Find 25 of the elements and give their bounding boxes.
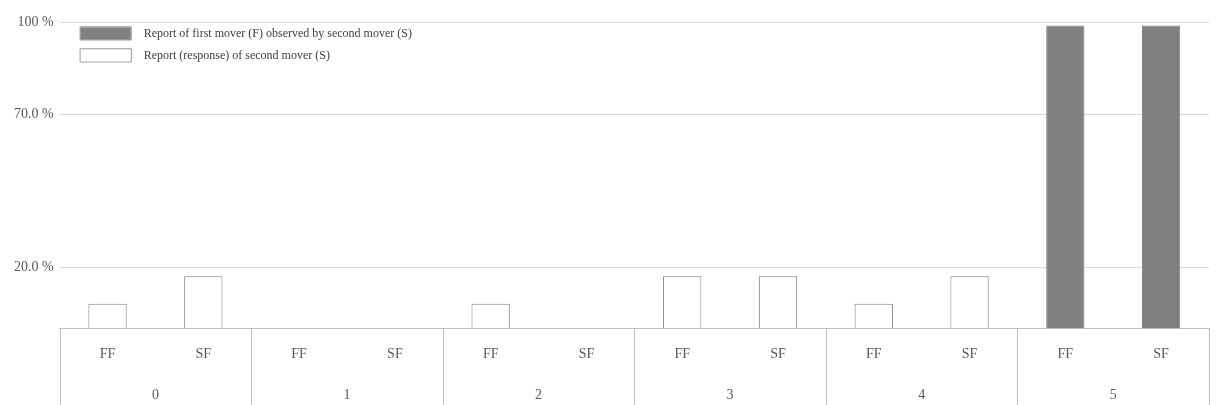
x-tick-label: FF bbox=[1057, 346, 1074, 362]
legend-label: Report of first mover (F) observed by second mover (S) bbox=[143, 25, 412, 40]
text: 5 bbox=[1109, 386, 1117, 402]
text: 4 bbox=[918, 386, 926, 402]
y-tick-label: 100 % bbox=[17, 14, 54, 30]
bar bbox=[1046, 25, 1085, 329]
x-tick-label: SF bbox=[387, 346, 403, 362]
y-tick-label: 20.0 % bbox=[13, 258, 54, 274]
bar bbox=[1141, 25, 1181, 329]
x-tick-label: FF bbox=[674, 346, 691, 362]
text: 2 bbox=[535, 386, 543, 402]
text: 1 bbox=[343, 386, 351, 402]
text: 0 bbox=[151, 386, 159, 402]
x-tick-label: SF bbox=[770, 346, 786, 362]
x-tick-label: FF bbox=[865, 346, 882, 362]
legend-label: Report (response) of second mover (S) bbox=[143, 47, 330, 62]
x-tick-label: SF bbox=[961, 346, 978, 362]
x-tick-label: SF bbox=[195, 346, 212, 362]
y-tick-label: 70.0 % bbox=[13, 105, 54, 121]
x-tick-label: FF bbox=[291, 346, 308, 362]
x-tick-label: FF bbox=[482, 346, 499, 362]
x-tick-label: FF bbox=[99, 346, 116, 362]
text: 3 bbox=[726, 386, 734, 402]
x-tick-label: SF bbox=[578, 346, 595, 362]
x-tick-label: SF bbox=[1153, 346, 1170, 362]
